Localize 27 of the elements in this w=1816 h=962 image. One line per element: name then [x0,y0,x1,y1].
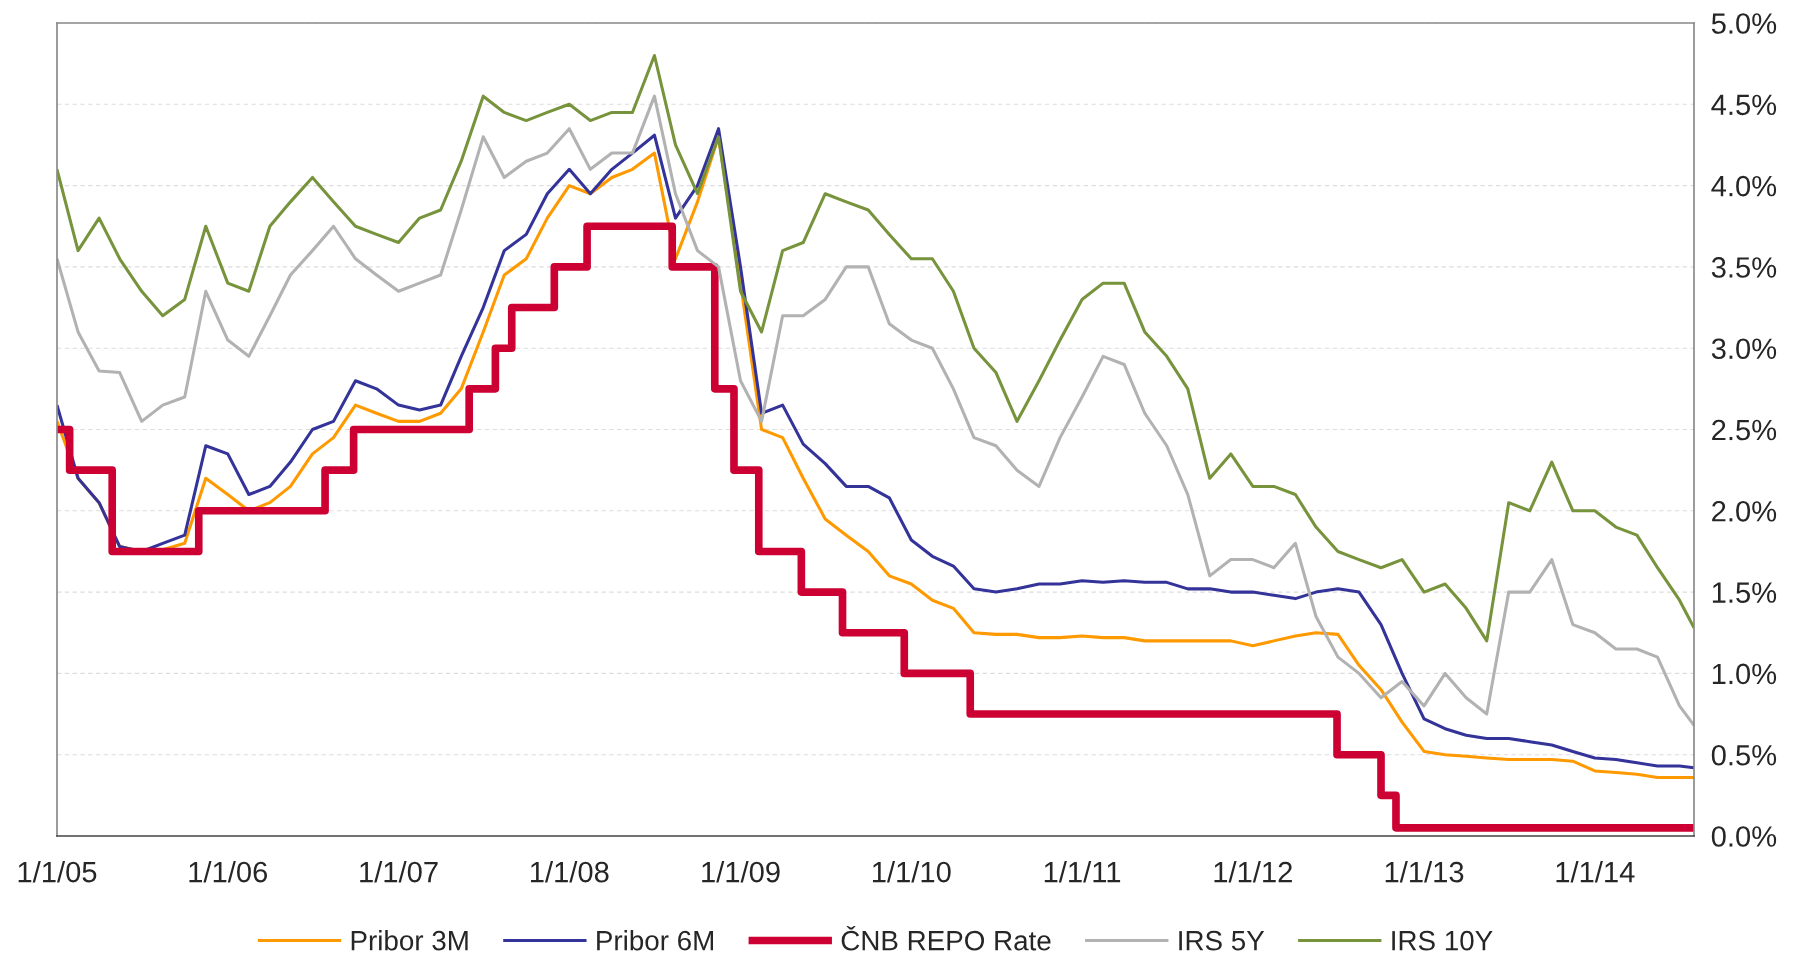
y-tick-label: 0.5% [1711,744,1777,766]
line-series [57,53,1694,643]
y-tick-label: 2.0% [1712,501,1777,522]
x-tick-label: 1/1/14 [1556,861,1635,883]
y-tick-label: 4.5% [1711,94,1777,116]
y-tick-label: 3.5% [1711,257,1777,278]
legend-label: Pribor 6M [597,930,713,951]
y-tick-label: 4.0% [1711,175,1777,197]
y-tick-label: 1.0% [1712,663,1777,685]
x-tick-label: 1/1/12 [1214,861,1292,883]
x-tick-label: 1/1/11 [1044,861,1121,883]
y-tick-label: 1.5% [1712,582,1777,603]
y-tick-label: 0.0% [1711,826,1777,847]
x-tick-label: 1/1/08 [530,861,609,883]
x-tick-label: 1/1/07 [360,861,438,883]
x-tick-label: 1/1/10 [872,861,951,883]
legend-label: IRS 5Y [1179,930,1265,951]
x-tick-label: 1/1/05 [18,861,97,883]
legend-label: Pribor 3M [351,930,468,951]
legend-label: ČNB REPO Rate [841,925,1051,951]
y-tick-label: 3.0% [1711,338,1777,360]
x-tick-label: 1/1/09 [702,861,780,883]
x-tick-label: 1/1/13 [1385,861,1464,883]
legend-label: IRS 10Y [1392,930,1493,951]
y-tick-label: 5.0% [1711,13,1777,34]
y-tick-label: 2.5% [1712,419,1777,441]
x-tick-label: 1/1/06 [189,861,268,883]
